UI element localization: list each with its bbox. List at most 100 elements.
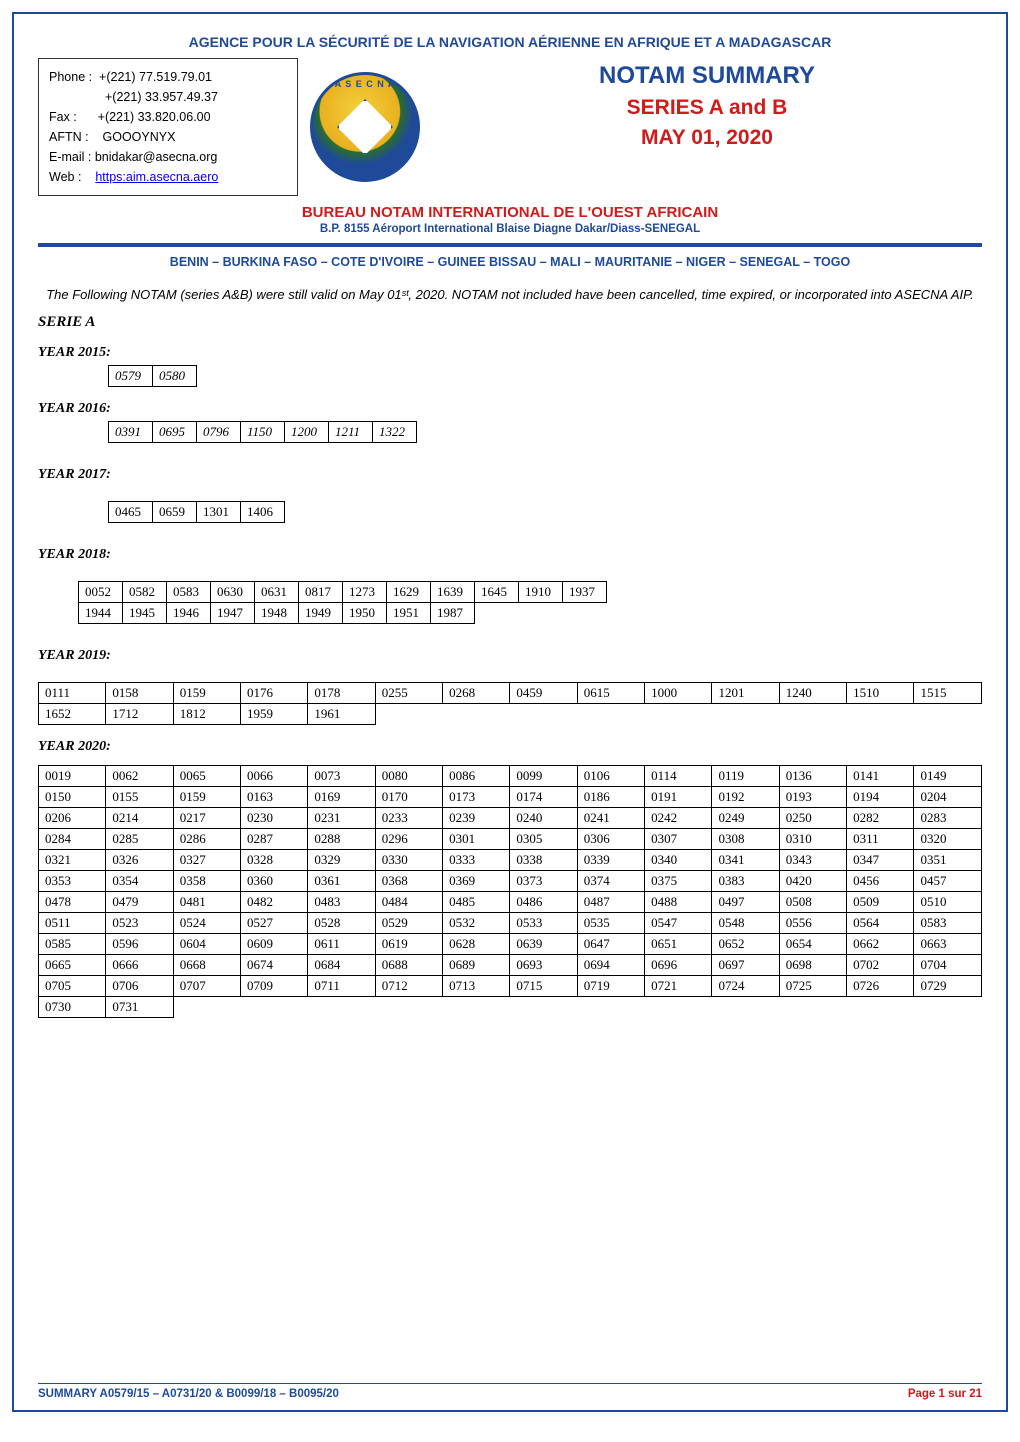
notam-cell: 0136 — [779, 766, 846, 787]
notam-cell: 0231 — [308, 808, 375, 829]
notam-cell: 0457 — [914, 871, 982, 892]
notam-cell: 0065 — [173, 766, 240, 787]
notam-cell: 1949 — [299, 603, 343, 624]
notam-cell: 0585 — [39, 934, 106, 955]
email-value: bnidakar@asecna.org — [95, 150, 218, 164]
notam-cell: 0611 — [308, 934, 375, 955]
agency-title: AGENCE POUR LA SÉCURITÉ DE LA NAVIGATION… — [38, 34, 982, 50]
notam-cell: 0711 — [308, 976, 375, 997]
notam-cell: 1240 — [779, 683, 846, 704]
notam-cell: 1201 — [712, 683, 779, 704]
notam-cell: 0239 — [443, 808, 510, 829]
notam-cell: 0523 — [106, 913, 173, 934]
notam-cell: 0712 — [375, 976, 442, 997]
year-2019-label: YEAR 2019: — [38, 648, 982, 664]
footer-summary: SUMMARY A0579/15 – A0731/20 & B0099/18 –… — [38, 1388, 339, 1400]
notam-cell: 1639 — [431, 582, 475, 603]
notam-cell: 0255 — [375, 683, 442, 704]
notam-cell: 1515 — [914, 683, 982, 704]
notam-cell: 0206 — [39, 808, 106, 829]
notam-cell: 0487 — [577, 892, 644, 913]
notam-cell: 0666 — [106, 955, 173, 976]
web-link[interactable]: https:aim.asecna.aero — [95, 170, 218, 184]
phone2: +(221) 33.957.49.37 — [105, 90, 218, 104]
notam-cell: 0465 — [109, 502, 153, 523]
notam-cell: 0141 — [847, 766, 914, 787]
notam-cell: 0329 — [308, 850, 375, 871]
notam-cell: 1629 — [387, 582, 431, 603]
notam-cell: 0609 — [241, 934, 308, 955]
notam-cell: 0704 — [914, 955, 982, 976]
notam-cell: 0615 — [577, 683, 644, 704]
notam-cell: 1000 — [645, 683, 712, 704]
notam-cell: 0689 — [443, 955, 510, 976]
notam-cell: 0482 — [241, 892, 308, 913]
notam-cell: 0651 — [645, 934, 712, 955]
notam-cell: 0619 — [375, 934, 442, 955]
notam-cell: 0368 — [375, 871, 442, 892]
notam-cell: 0702 — [847, 955, 914, 976]
series-title: SERIES A and B — [432, 96, 982, 120]
notam-cell: 0284 — [39, 829, 106, 850]
notam-cell: 0233 — [375, 808, 442, 829]
notam-cell: 0296 — [375, 829, 442, 850]
notam-cell: 0268 — [443, 683, 510, 704]
notam-cell: 0241 — [577, 808, 644, 829]
notam-cell: 0311 — [847, 829, 914, 850]
notam-cell: 0308 — [712, 829, 779, 850]
notam-cell: 0391 — [109, 422, 153, 443]
notam-cell: 0119 — [712, 766, 779, 787]
notam-cell: 1652 — [39, 704, 106, 725]
notam-cell: 0330 — [375, 850, 442, 871]
notam-cell: 0532 — [443, 913, 510, 934]
notam-cell: 1945 — [123, 603, 167, 624]
notam-cell: 0596 — [106, 934, 173, 955]
notam-cell: 0383 — [712, 871, 779, 892]
notam-cell: 0579 — [109, 366, 153, 387]
notam-cell: 0321 — [39, 850, 106, 871]
year-2017-table: 0465065913011406 — [108, 501, 285, 523]
notam-cell: 0527 — [241, 913, 308, 934]
notam-cell: 0338 — [510, 850, 577, 871]
notam-cell: 0019 — [39, 766, 106, 787]
notam-cell: 0548 — [712, 913, 779, 934]
notam-cell: 1812 — [173, 704, 240, 725]
notam-cell: 0159 — [173, 787, 240, 808]
page-footer: SUMMARY A0579/15 – A0731/20 & B0099/18 –… — [38, 1383, 982, 1400]
notam-cell: 0713 — [443, 976, 510, 997]
notam-cell: 0369 — [443, 871, 510, 892]
asecna-logo-icon: A S E C N A — [310, 72, 420, 182]
notam-cell: 0287 — [241, 829, 308, 850]
notam-cell: 0674 — [241, 955, 308, 976]
notam-cell: 0327 — [173, 850, 240, 871]
notam-cell: 0528 — [308, 913, 375, 934]
notam-cell: 0547 — [645, 913, 712, 934]
year-2020-table: 0019006200650066007300800086009901060114… — [38, 765, 982, 1018]
notam-cell: 0333 — [443, 850, 510, 871]
notam-cell: 0665 — [39, 955, 106, 976]
notam-cell: 0688 — [375, 955, 442, 976]
notam-cell: 1950 — [343, 603, 387, 624]
notam-cell: 0307 — [645, 829, 712, 850]
notam-cell: 0347 — [847, 850, 914, 871]
notam-cell: 0662 — [847, 934, 914, 955]
notam-cell: 0420 — [779, 871, 846, 892]
notam-cell: 0719 — [577, 976, 644, 997]
year-2015-label: YEAR 2015: — [38, 345, 982, 361]
notam-cell: 0511 — [39, 913, 106, 934]
notam-cell: 1322 — [373, 422, 417, 443]
notam-cell: 0288 — [308, 829, 375, 850]
web-label: Web : — [49, 170, 81, 184]
notam-cell: 0328 — [241, 850, 308, 871]
notam-cell: 0176 — [241, 683, 308, 704]
notam-cell: 0726 — [847, 976, 914, 997]
logo-column: A S E C N A — [310, 58, 420, 196]
notam-cell: 0150 — [39, 787, 106, 808]
notam-cell: 0283 — [914, 808, 982, 829]
header-row: Phone : +(221) 77.519.79.01 +(221) 33.95… — [38, 58, 982, 196]
notam-cell: 1961 — [308, 704, 375, 725]
notam-cell: 0725 — [779, 976, 846, 997]
notam-cell: 0080 — [375, 766, 442, 787]
notam-cell: 1712 — [106, 704, 173, 725]
notam-cell: 0358 — [173, 871, 240, 892]
